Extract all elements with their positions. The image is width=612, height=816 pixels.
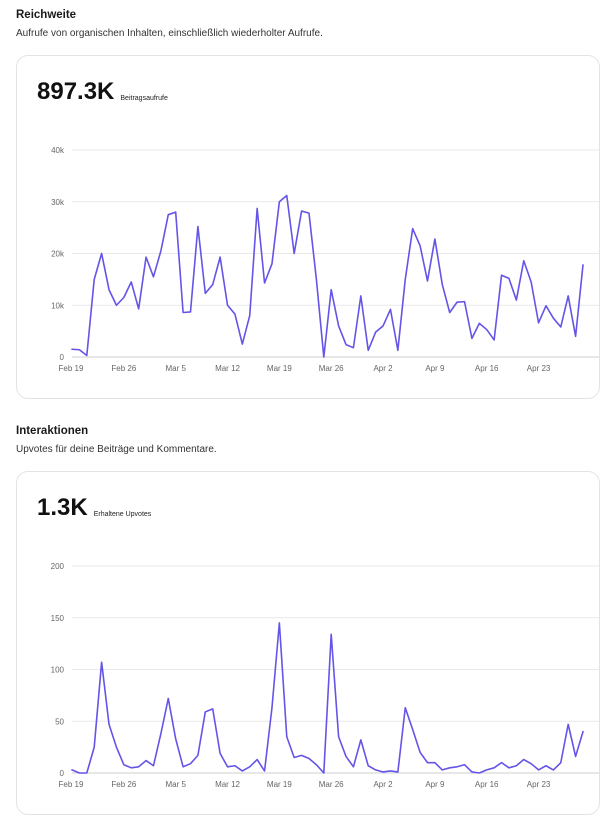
x-tick-label: Mar 26 — [319, 780, 344, 789]
x-tick-label: Apr 16 — [475, 364, 499, 373]
y-tick-label: 50 — [55, 717, 64, 726]
x-tick-label: Apr 2 — [373, 780, 393, 789]
x-tick-label: Apr 23 — [527, 364, 551, 373]
reach-metric: 897.3K Beitragsaufrufe — [37, 80, 168, 104]
interactions-line-chart: 0 50 100 150 200 Feb 19 Feb 26 Mar 5 Mar 12 Mar 1… — [51, 562, 599, 789]
y-tick-label: 150 — [51, 614, 65, 623]
x-tick-label: Feb 26 — [111, 364, 136, 373]
interactions-metric: 1.3K Erhaltene Upvotes — [37, 496, 151, 520]
y-tick-label: 200 — [51, 562, 65, 571]
y-tick-label: 30k — [51, 198, 65, 207]
series-line — [71, 194, 584, 358]
x-tick-label: Apr 9 — [425, 364, 445, 373]
interactions-section-subtitle: Upvotes für deine Beiträge und Kommentar… — [16, 444, 217, 455]
y-tick-label: 0 — [60, 769, 65, 778]
y-tick-label: 10k — [51, 301, 65, 310]
interactions-section: Interaktionen Upvotes für deine Beiträge… — [16, 416, 600, 816]
x-tick-label: Feb 19 — [59, 780, 84, 789]
interactions-card: 1.3K Erhaltene Upvotes 0 50 100 150 200 Feb 1… — [16, 471, 600, 815]
interactions-section-title: Interaktionen — [16, 425, 89, 437]
series-line — [71, 622, 584, 774]
interactions-metric-value: 1.3K — [37, 494, 88, 521]
x-tick-label: Feb 19 — [59, 364, 84, 373]
reach-section-title: Reichweite — [16, 9, 77, 21]
reach-line-chart: 0 10k 20k 30k 40k Feb 19 Feb 26 Mar 5 Mar 12 Mar … — [51, 146, 599, 373]
x-tick-label: Apr 2 — [373, 364, 393, 373]
x-tick-label: Mar 12 — [215, 364, 240, 373]
x-tick-label: Mar 19 — [267, 780, 292, 789]
reach-card: 897.3K Beitragsaufrufe 0 10k 20k 30k 40k Feb … — [16, 55, 600, 399]
x-tick-label: Mar 5 — [165, 364, 186, 373]
reach-section: Reichweite Aufrufe von organischen Inhal… — [16, 0, 600, 400]
x-tick-label: Mar 19 — [267, 364, 292, 373]
y-tick-label: 0 — [60, 353, 65, 362]
interactions-metric-label: Erhaltene Upvotes — [93, 511, 152, 518]
x-tick-label: Apr 16 — [475, 780, 499, 789]
x-tick-label: Mar 5 — [165, 780, 186, 789]
reach-metric-value: 897.3K — [37, 78, 115, 105]
reach-metric-label: Beitragsaufrufe — [120, 95, 168, 102]
y-tick-label: 100 — [51, 666, 65, 675]
x-tick-label: Mar 26 — [319, 364, 344, 373]
y-tick-label: 20k — [51, 250, 65, 259]
x-tick-label: Apr 23 — [527, 780, 551, 789]
y-tick-label: 40k — [51, 146, 65, 155]
x-tick-label: Apr 9 — [425, 780, 445, 789]
x-tick-label: Mar 12 — [215, 780, 240, 789]
reach-section-subtitle: Aufrufe von organischen Inhalten, einsch… — [16, 28, 323, 39]
x-tick-label: Feb 26 — [111, 780, 136, 789]
